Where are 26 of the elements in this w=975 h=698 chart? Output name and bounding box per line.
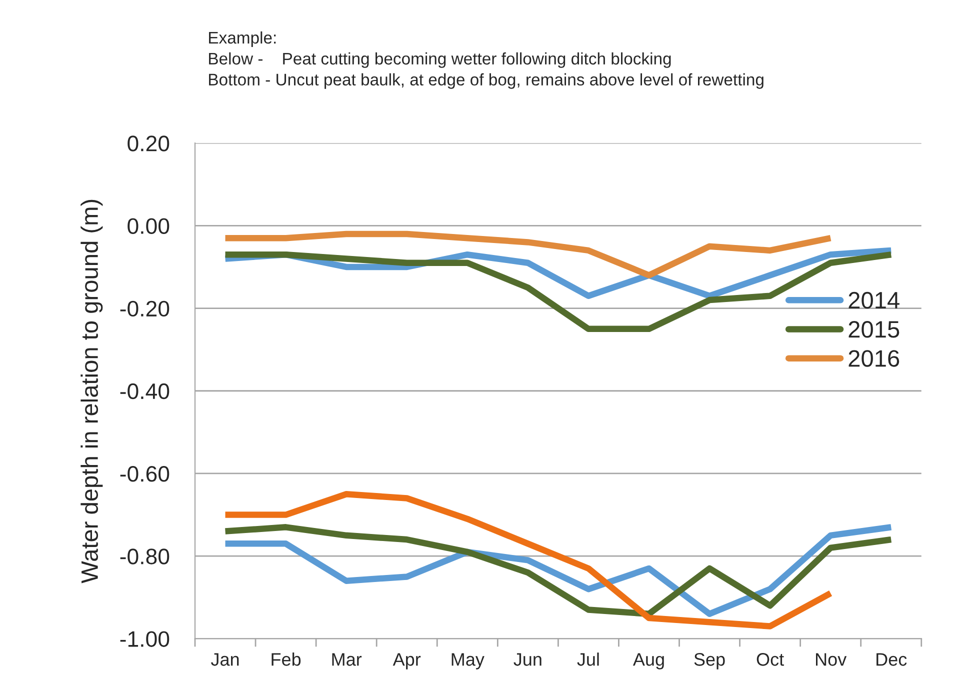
x-tick-label: Jun [514,653,542,666]
x-tick-label: Mar [332,653,362,666]
y-tick-label: -0.60 [120,466,170,482]
y-axis-title: Water depth in relation to ground (m) [80,200,103,584]
text: Example: [209,31,276,47]
text: Bottom - Uncut peat baulk, at edge of bog, remains above level of rewetting [209,73,764,89]
x-tick-label: Jul [577,652,599,666]
x-tick-label: Apr [392,653,421,670]
y-tick-label: -0.80 [120,548,170,564]
text: Below - Peat cutting becoming wetter following ditch blocking [209,52,671,68]
legend-label: 2016 [848,350,900,367]
x-tick-label: Oct [756,653,784,666]
y-tick-label: -0.20 [120,300,170,317]
x-tick-label: Jan [210,653,239,666]
x-tick-label: Aug [632,653,664,670]
x-tick-label: Nov [816,653,847,666]
legend-label: 2015 [848,321,900,338]
x-tick-label: Dec [876,653,907,666]
x-tick-label: Sep [694,653,725,670]
legend-label: 2014 [848,292,900,309]
y-tick-label: -1.00 [120,631,170,647]
y-tick-label: 0.20 [128,136,170,152]
y-tick-label: -0.40 [120,383,170,400]
x-tick-label: May [452,653,484,670]
x-tick-label: Feb [272,652,301,666]
y-tick-label: 0.00 [128,218,170,234]
